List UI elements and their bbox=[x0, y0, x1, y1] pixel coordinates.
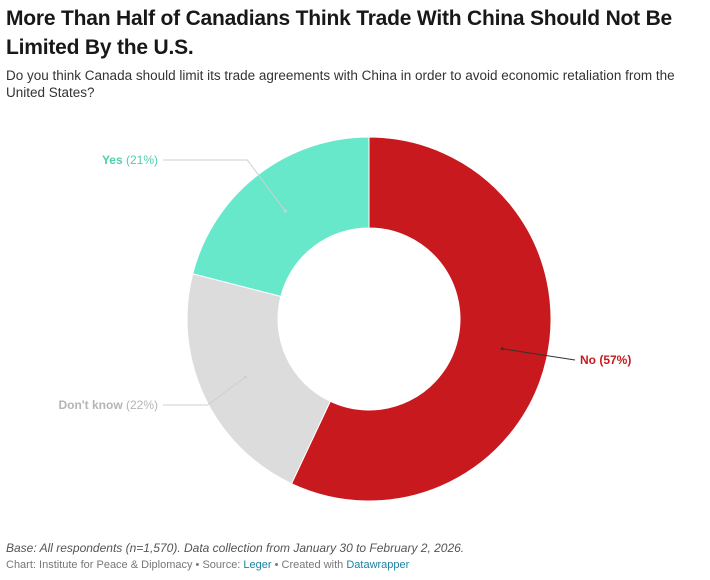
donut-slices bbox=[186, 136, 552, 502]
credit-separator: • bbox=[192, 559, 203, 571]
source-link[interactable]: Leger bbox=[243, 559, 272, 571]
slice-label-name: Don't know bbox=[58, 398, 123, 412]
slice-label-value: (21%) bbox=[123, 153, 158, 167]
source-prefix: Source: bbox=[202, 559, 244, 571]
leader-line-no bbox=[502, 348, 576, 361]
slice-label-name: No bbox=[580, 353, 596, 367]
chart-credit-org: Institute for Peace & Diplomacy bbox=[39, 559, 193, 571]
slice-label-yes: Yes (21%) bbox=[102, 153, 158, 167]
slice-label-value: (22%) bbox=[123, 398, 158, 412]
slice-label-value: (57%) bbox=[596, 353, 631, 367]
donut-labels: No (57%) Don't know (22%) Yes (21%) bbox=[58, 153, 631, 412]
datawrapper-link[interactable]: Datawrapper bbox=[346, 559, 410, 571]
chart-title: More Than Half of Canadians Think Trade … bbox=[6, 7, 673, 59]
leader-dot-yes bbox=[283, 209, 287, 213]
slice-yes bbox=[192, 136, 370, 297]
slice-don-t-know bbox=[186, 273, 331, 485]
chart-footer: Base: All respondents (n=1,570). Data co… bbox=[6, 540, 706, 573]
slice-label-no: No (57%) bbox=[580, 353, 631, 367]
chart-subtitle: Do you think Canada should limit its tra… bbox=[6, 68, 675, 100]
slice-label-don-t-know: Don't know (22%) bbox=[58, 398, 158, 412]
chart-header: More Than Half of Canadians Think Trade … bbox=[6, 4, 706, 101]
leader-dot-don-t-know bbox=[243, 375, 247, 379]
chart-credit-prefix: Chart: bbox=[6, 559, 40, 571]
slice-no bbox=[290, 136, 552, 502]
credits-line: Chart: Institute for Peace & Diplomacy •… bbox=[6, 558, 706, 573]
slice-label-name: Yes bbox=[102, 153, 123, 167]
credit-separator: • bbox=[271, 559, 282, 571]
created-prefix: Created with bbox=[281, 559, 347, 571]
leader-line-yes bbox=[163, 159, 286, 212]
leader-dot-no bbox=[500, 347, 504, 351]
footnote: Base: All respondents (n=1,570). Data co… bbox=[6, 541, 465, 555]
leader-line-don-t-know bbox=[163, 376, 246, 406]
